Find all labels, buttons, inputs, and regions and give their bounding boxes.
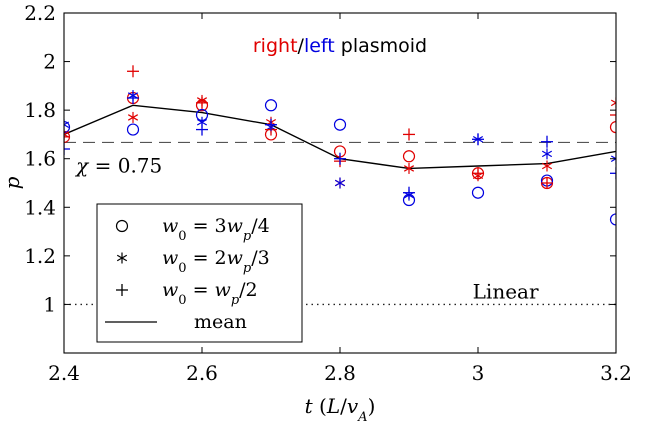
point-plus-left [334, 152, 346, 165]
legend: w0 = 3wp/4 w0 = 2wp/3 w0 = wp/2 mean [96, 203, 303, 343]
legend-label: mean [194, 311, 247, 333]
point-plus-left [64, 143, 70, 155]
y-tick-label: 2.2 [24, 1, 56, 25]
x-tick-label: 2.6 [186, 361, 218, 385]
point-asterisk-right [403, 162, 415, 174]
point-plus-left [127, 92, 139, 104]
reference-label-chi: χ = 0.75 [74, 153, 162, 177]
point-circle-right [609, 121, 616, 134]
point-plus-right [472, 167, 484, 180]
legend-box [96, 203, 303, 343]
legend-plus-marker [116, 284, 128, 296]
point-asterisk-right [127, 111, 139, 123]
title-part: left [304, 35, 335, 57]
title-text: right/left plasmoid [253, 35, 427, 57]
point-circle-left [264, 99, 278, 112]
x-tick-label: 2.4 [48, 361, 80, 385]
point-asterisk-right [541, 160, 553, 172]
legend-label: w0 = 3wp/4 [162, 215, 270, 244]
plot-content [64, 65, 616, 306]
y-tick-label: 1.4 [24, 195, 56, 219]
point-plus-right [127, 65, 139, 78]
point-plus-left [541, 135, 553, 148]
x-tick-label: 3 [472, 361, 485, 385]
point-circle-left [64, 121, 71, 134]
y-axis-label: p [0, 176, 24, 189]
y-tick-label: 1.2 [24, 244, 56, 268]
point-plus-right [610, 109, 616, 121]
point-circle-left [126, 123, 140, 136]
legend-circle-marker [115, 219, 129, 233]
point-plus-left [265, 118, 277, 131]
point-plus-right [196, 96, 208, 109]
point-circle-left [609, 213, 616, 226]
point-plus-left [196, 123, 208, 136]
legend-label: w0 = wp/2 [162, 279, 258, 308]
point-asterisk-right [610, 97, 616, 109]
y-tick-label: 2 [43, 50, 56, 74]
x-axis-label: t (L/vA) [305, 394, 376, 422]
legend-label: w0 = 2wp/3 [162, 247, 270, 276]
x-tick-label: 2.8 [324, 361, 356, 385]
point-plus-left [610, 167, 616, 180]
point-asterisk-left [541, 148, 553, 160]
point-asterisk-left [334, 177, 346, 189]
point-plus-right [64, 130, 70, 143]
reference-label-linear: Linear [473, 279, 539, 303]
axes: χ = 0.75 Linear 2.4 2.6 2.8 3 3.2 1 1.2 1.4 1.6 1.8… [0, 1, 632, 422]
y-tick-label: 1.8 [24, 98, 56, 122]
point-plus-left [403, 186, 415, 199]
point-asterisk-left [610, 153, 616, 165]
title-part: right [253, 35, 298, 57]
x-tick-label: 3.2 [600, 361, 632, 385]
point-plus-right [403, 128, 415, 141]
point-circle-left [471, 186, 485, 199]
title-part: plasmoid [335, 35, 427, 57]
point-plus-right [541, 177, 553, 189]
point-asterisk-left [64, 119, 70, 131]
title-part: / [298, 35, 305, 57]
y-tick-label: 1.6 [24, 147, 56, 171]
point-circle-left [333, 118, 347, 131]
point-circle-right [402, 150, 416, 163]
legend-asterisk-marker [116, 252, 128, 264]
y-tick-label: 1 [43, 292, 56, 316]
point-plus-left [472, 133, 484, 146]
chart-title: right/left plasmoid [253, 35, 427, 57]
